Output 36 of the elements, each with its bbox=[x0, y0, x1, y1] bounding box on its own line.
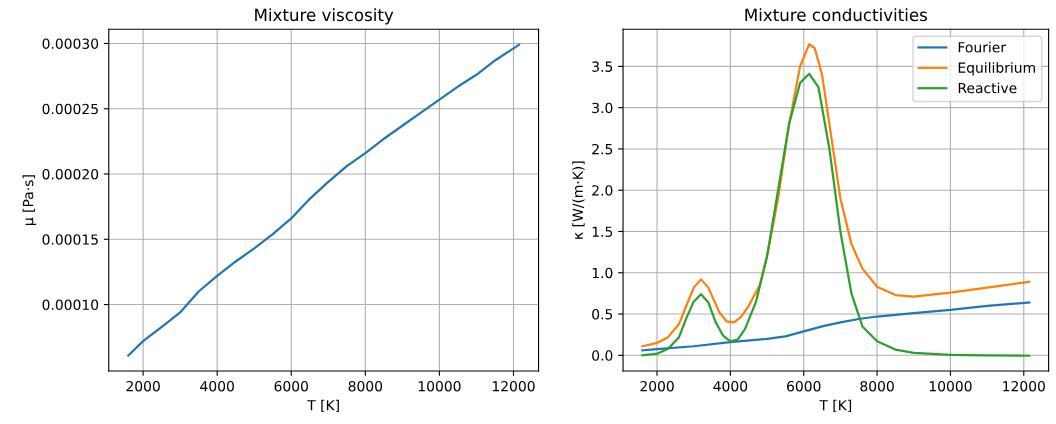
x-axis-title: T [K] bbox=[819, 399, 852, 413]
y-tick-label: 1.0 bbox=[592, 267, 613, 279]
y-tick-label: 2.5 bbox=[592, 143, 613, 155]
x-tick-label: 4000 bbox=[200, 380, 234, 392]
x-tick-label: 12000 bbox=[1003, 380, 1045, 392]
x-tick-label: 12000 bbox=[492, 380, 535, 392]
legend-label: Equilibrium bbox=[958, 62, 1035, 76]
x-tick-label: 10000 bbox=[929, 380, 972, 392]
y-axis-title: κ [W/(m·K)] bbox=[572, 161, 585, 239]
y-tick-label: 1.5 bbox=[592, 226, 613, 237]
x-tick-label: 8000 bbox=[348, 380, 383, 392]
y-tick-label: 0.00025 bbox=[42, 103, 98, 115]
chart-title: Mixture conductivities bbox=[745, 8, 928, 22]
x-tick-label: 6000 bbox=[274, 380, 309, 392]
y-tick-label: 0.5 bbox=[592, 309, 613, 320]
x-tick-label: 4000 bbox=[713, 380, 748, 392]
y-tick-label: 0.0 bbox=[592, 350, 613, 361]
line-series bbox=[127, 43, 521, 357]
legend-label: Reactive bbox=[958, 82, 1017, 94]
y-tick-label: 3.0 bbox=[592, 102, 613, 114]
line-series bbox=[641, 301, 1031, 352]
legend-label: Fourier bbox=[958, 41, 1007, 53]
x-tick-label: 10000 bbox=[418, 380, 461, 392]
y-tick-label: 3.5 bbox=[592, 61, 613, 72]
x-tick-label: 6000 bbox=[787, 380, 821, 392]
y-axis-title: μ [Pa·s] bbox=[22, 175, 37, 225]
y-tick-label: 2.0 bbox=[592, 185, 613, 196]
x-tick-label: 2000 bbox=[640, 380, 674, 392]
x-axis-title: T [K] bbox=[307, 399, 339, 413]
chart-title: Mixture viscosity bbox=[255, 8, 394, 25]
y-tick-label: 0.00010 bbox=[42, 299, 99, 311]
x-tick-label: 8000 bbox=[860, 380, 894, 392]
y-tick-label: 0.00020 bbox=[42, 168, 99, 180]
y-tick-label: 0.00015 bbox=[42, 234, 98, 245]
x-tick-label: 2000 bbox=[126, 380, 160, 392]
y-tick-label: 0.00030 bbox=[42, 38, 99, 49]
